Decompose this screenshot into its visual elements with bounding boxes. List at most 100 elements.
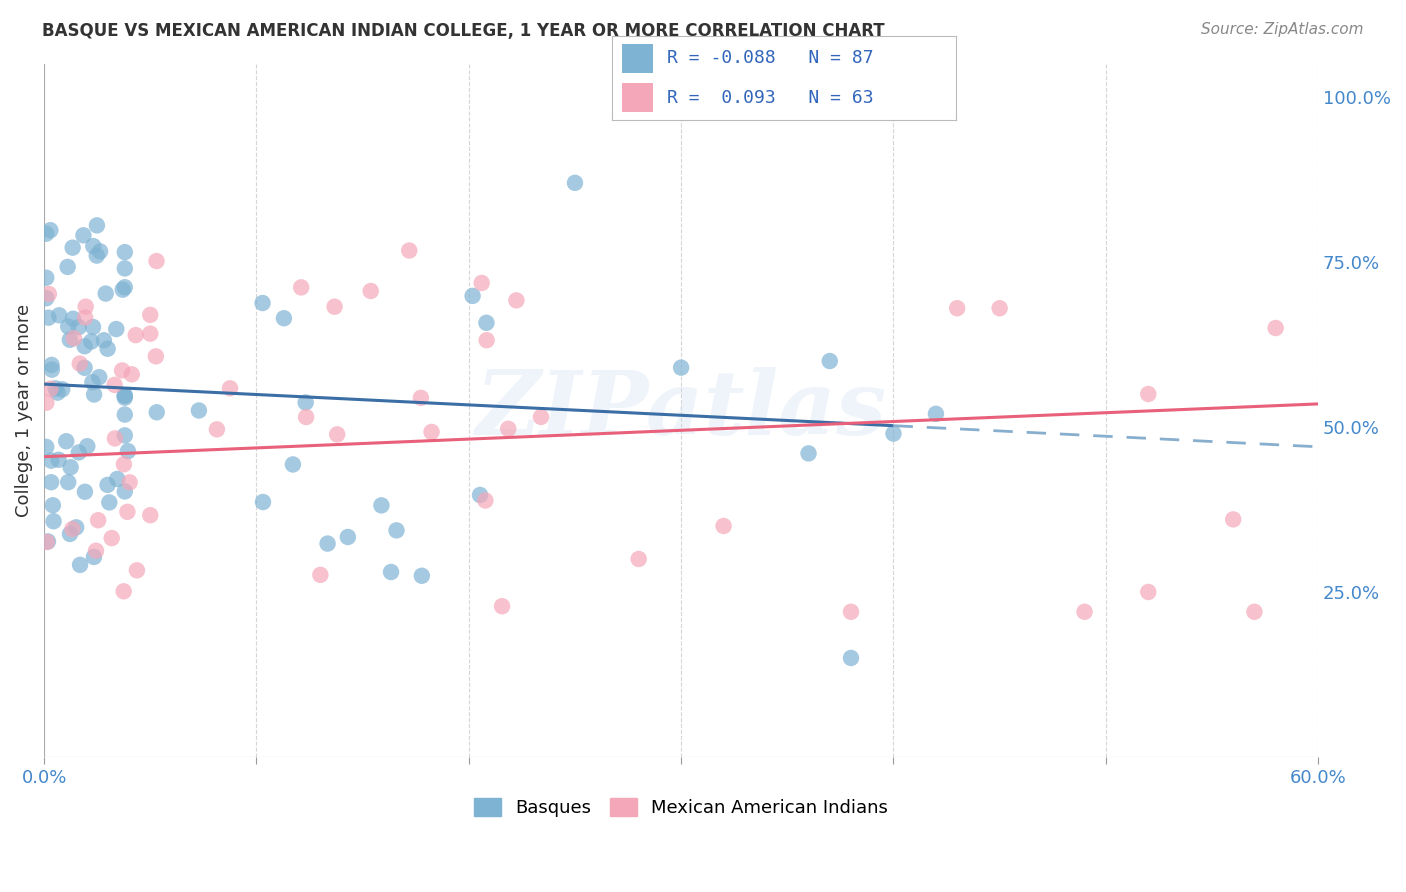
Point	[114, 408, 136, 422]
Point	[411, 568, 433, 582]
Point	[112, 584, 135, 599]
Point	[114, 484, 136, 499]
Point	[96, 478, 118, 492]
Point	[75, 310, 97, 325]
Point	[145, 405, 167, 419]
Point	[104, 431, 127, 445]
Point	[58, 475, 80, 490]
Point	[45, 381, 67, 395]
Point	[35, 535, 58, 549]
Point	[114, 280, 136, 294]
Text: R = -0.088   N = 87: R = -0.088 N = 87	[666, 49, 873, 67]
Point	[37, 310, 59, 325]
Point	[420, 425, 443, 439]
Point	[468, 488, 491, 502]
Point	[84, 543, 107, 558]
Point	[252, 495, 274, 509]
Point	[125, 563, 148, 577]
Point	[496, 422, 519, 436]
Point	[42, 514, 65, 528]
Point	[205, 422, 228, 436]
Point	[818, 354, 841, 368]
Point	[564, 176, 586, 190]
Point	[294, 395, 316, 409]
Point	[35, 227, 58, 241]
Point	[475, 316, 498, 330]
Point	[86, 219, 108, 233]
Point	[69, 357, 91, 371]
Point	[380, 565, 402, 579]
Point	[295, 410, 318, 425]
Point	[72, 228, 94, 243]
Point	[219, 381, 242, 395]
Point	[988, 301, 1011, 316]
Point	[474, 493, 496, 508]
Point	[114, 245, 136, 260]
Point	[83, 549, 105, 564]
Point	[112, 457, 135, 471]
Point	[83, 387, 105, 401]
Point	[925, 407, 948, 421]
Point	[55, 434, 77, 449]
Point	[41, 358, 63, 372]
Point	[111, 283, 134, 297]
Point	[89, 370, 111, 384]
Point	[471, 276, 494, 290]
Point	[39, 382, 62, 396]
Point	[1264, 321, 1286, 335]
Point	[76, 439, 98, 453]
Point	[187, 403, 209, 417]
Point	[114, 389, 136, 403]
Point	[82, 320, 104, 334]
Text: R =  0.093   N = 63: R = 0.093 N = 63	[666, 88, 873, 106]
Point	[145, 254, 167, 268]
Point	[86, 249, 108, 263]
Point	[69, 558, 91, 572]
Point	[87, 513, 110, 527]
Point	[797, 446, 820, 460]
Point	[273, 311, 295, 326]
Point	[323, 300, 346, 314]
Text: BASQUE VS MEXICAN AMERICAN INDIAN COLLEGE, 1 YEAR OR MORE CORRELATION CHART: BASQUE VS MEXICAN AMERICAN INDIAN COLLEG…	[42, 22, 884, 40]
Point	[93, 333, 115, 347]
Bar	[621, 83, 652, 112]
Point	[39, 453, 62, 467]
Point	[117, 444, 139, 458]
Point	[62, 241, 84, 255]
Point	[326, 427, 349, 442]
Point	[360, 284, 382, 298]
Point	[1222, 512, 1244, 526]
Legend: Basques, Mexican American Indians: Basques, Mexican American Indians	[467, 790, 896, 824]
Point	[121, 368, 143, 382]
Point	[139, 308, 162, 322]
Point	[1073, 605, 1095, 619]
Point	[370, 499, 392, 513]
Point	[111, 363, 134, 377]
Point	[114, 391, 136, 405]
Point	[669, 360, 692, 375]
Point	[75, 300, 97, 314]
Point	[125, 328, 148, 343]
Point	[39, 475, 62, 490]
Point	[82, 239, 104, 253]
Point	[114, 389, 136, 403]
Point	[59, 527, 82, 541]
Point	[530, 409, 553, 424]
Point	[80, 334, 103, 349]
Point	[35, 270, 58, 285]
Point	[51, 382, 73, 396]
Point	[252, 296, 274, 310]
Point	[59, 460, 82, 475]
Point	[139, 508, 162, 523]
Point	[62, 311, 84, 326]
Point	[98, 495, 121, 509]
Point	[94, 286, 117, 301]
Point	[114, 261, 136, 276]
Point	[58, 319, 80, 334]
Point	[56, 260, 79, 274]
Point	[35, 440, 58, 454]
Point	[35, 291, 58, 305]
Point	[48, 452, 70, 467]
Bar	[621, 44, 652, 73]
Point	[82, 375, 104, 389]
